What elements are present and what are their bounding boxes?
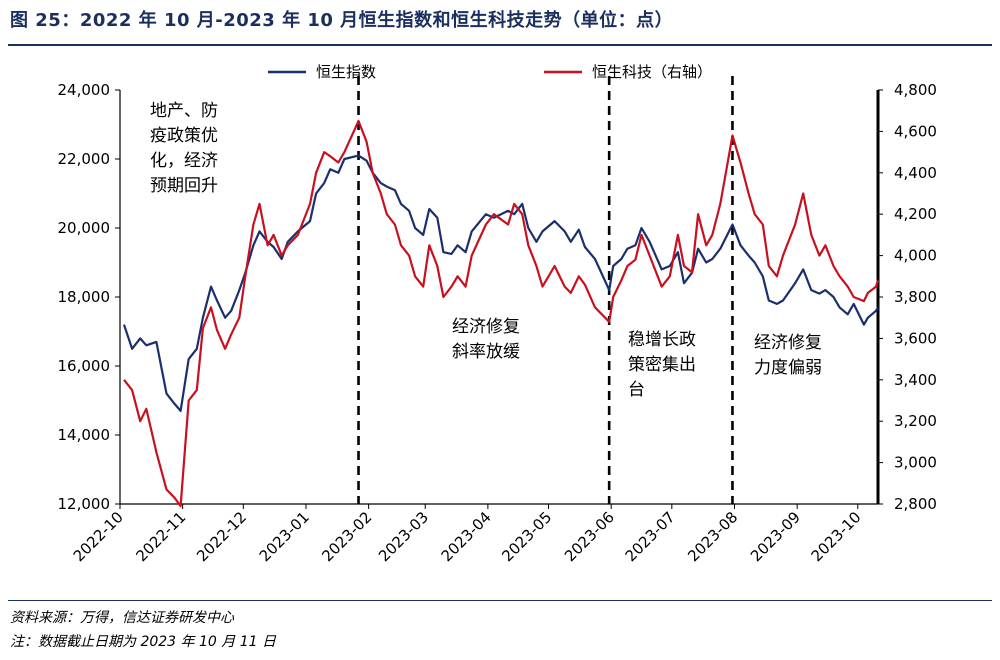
x-tick-label: 2023-08 bbox=[684, 508, 741, 565]
y-axis-left: 12,000 14,000 16,000 18,000 20,000 22,000 24,0… bbox=[58, 81, 121, 513]
legend-label-hsi: 恒生指数 bbox=[316, 63, 376, 81]
annotation-slowdown-line: 经济修复 bbox=[452, 317, 520, 337]
annotation-stimulus-line: 台 bbox=[628, 380, 645, 400]
annotation-weakening-line: 力度偏弱 bbox=[754, 358, 822, 378]
y-left-tick-label: 22,000 bbox=[58, 150, 111, 168]
y-right-tick-label: 3,600 bbox=[894, 329, 937, 347]
annotation-policy-line: 疫政策优 bbox=[150, 126, 218, 146]
y-left-tick-label: 18,000 bbox=[58, 288, 111, 306]
annotation-weakening-line: 经济修复 bbox=[754, 333, 822, 353]
x-tick-label: 2022-11 bbox=[132, 508, 189, 565]
x-tick-label: 2023-02 bbox=[318, 508, 375, 565]
y-right-tick-label: 3,400 bbox=[894, 371, 937, 389]
x-tick-label: 2023-04 bbox=[438, 508, 495, 565]
y-right-tick-label: 4,800 bbox=[894, 81, 937, 99]
y-left-tick-label: 16,000 bbox=[58, 357, 111, 375]
y-right-tick-label: 3,800 bbox=[894, 288, 937, 306]
y-right-tick-label: 3,000 bbox=[894, 454, 937, 472]
x-tick-label: 2023-03 bbox=[375, 508, 432, 565]
legend-label-hstech: 恒生科技（右轴） bbox=[592, 63, 712, 81]
y-left-tick-label: 14,000 bbox=[58, 426, 111, 444]
source-note: 资料来源：万得，信达证券研发中心 bbox=[10, 610, 234, 626]
x-tick-label: 2023-05 bbox=[498, 508, 555, 565]
series-line-hstech bbox=[123, 119, 880, 508]
event-markers bbox=[357, 76, 734, 504]
y-right-tick-label: 2,800 bbox=[894, 495, 937, 513]
annotation-policy-line: 地产、防 bbox=[150, 101, 218, 121]
page-title: 图 25：2022 年 10 月-2023 年 10 月恒生指数和恒生科技走势（… bbox=[10, 10, 674, 31]
x-tick-label: 2022-10 bbox=[70, 508, 127, 565]
y-right-tick-label: 4,000 bbox=[894, 247, 937, 265]
footer-divider bbox=[8, 600, 992, 601]
x-tick-label: 2023-07 bbox=[622, 508, 679, 565]
x-tick-label: 2023-09 bbox=[747, 508, 804, 565]
legend: 恒生指数 恒生科技（右轴） bbox=[268, 63, 712, 81]
series-lines bbox=[122, 119, 880, 508]
y-right-tick-label: 3,200 bbox=[894, 412, 937, 430]
annotations: 地产、防疫政策优化，经济预期回升经济修复斜率放缓稳增长政策密集出台经济修复力度偏… bbox=[150, 101, 822, 400]
annotation-stimulus-line: 稳增长政 bbox=[628, 330, 696, 350]
x-axis: 2022-10 2022-11 2022-12 2023-01 2023-02 2023-… bbox=[70, 503, 878, 565]
annotation-stimulus-line: 策密集出 bbox=[628, 355, 696, 375]
x-tick-label: 2023-06 bbox=[561, 508, 618, 565]
title-divider bbox=[8, 44, 992, 46]
y-axis-right: 2,800 3,000 3,200 3,400 3,600 3,800 4,000 4,200… bbox=[876, 81, 937, 513]
annotation-slowdown-line: 斜率放缓 bbox=[452, 342, 520, 362]
x-tick-label: 2022-12 bbox=[193, 508, 250, 565]
y-right-tick-label: 4,600 bbox=[894, 122, 937, 140]
y-left-tick-label: 12,000 bbox=[58, 495, 111, 513]
y-left-tick-label: 20,000 bbox=[58, 219, 111, 237]
line-chart: 12,000 14,000 16,000 18,000 20,000 22,000 24,0… bbox=[58, 63, 937, 565]
y-right-tick-label: 4,400 bbox=[894, 164, 937, 182]
annotation-policy-line: 化，经济 bbox=[150, 151, 218, 171]
x-tick-label: 2023-01 bbox=[256, 508, 313, 565]
y-right-tick-label: 4,200 bbox=[894, 205, 937, 223]
x-tick-label: 2023-10 bbox=[808, 508, 865, 565]
annotation-policy-line: 预期回升 bbox=[150, 176, 218, 196]
y-left-tick-label: 24,000 bbox=[58, 81, 111, 99]
cutoff-note: 注：数据截止日期为 2023 年 10 月 11 日 bbox=[10, 634, 276, 650]
